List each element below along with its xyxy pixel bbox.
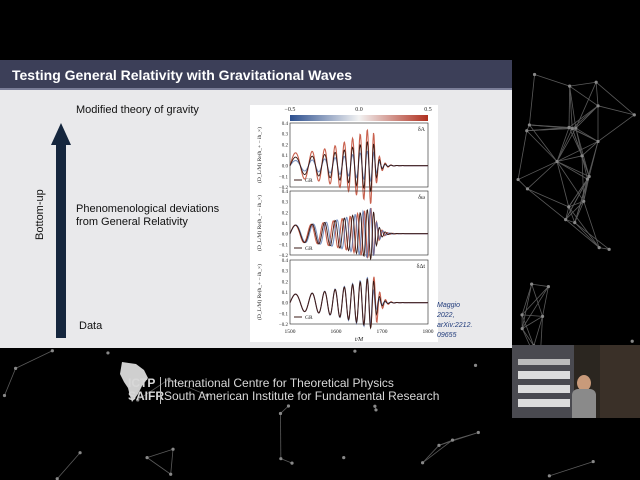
citation-line: 09655 [437,332,457,339]
legend-label: GR [305,315,313,321]
x-tick-label: 1700 [377,329,388,335]
y-axis-label: (D_L/M) Re(h_+ − ih_×) [256,195,263,251]
speaker-camera-feed [512,345,640,418]
y-axis-label: (D_L/M) Re(h_+ − ih_×) [256,127,263,183]
waveform-figure: −0.5 0.0 0.5 0.4 0.3 0.2 0.1 0.0 −0.1 −0.2 (D_L/M)… [250,105,438,343]
y-tick-label: −0.1 [279,312,289,317]
slide-title: Testing General Relativity with Gravitat… [12,67,352,83]
waveform-plot: −0.5 0.0 0.5 0.4 0.3 0.2 0.1 0.0 −0.1 −0.2 (D_L/M)… [256,107,434,343]
y-tick-label: 0.1 [282,154,289,159]
y-axis-label: (D_L/M) Re(h_+ − ih_×) [256,264,263,320]
footer-line1: International Centre for Theoretical Phy… [164,376,394,390]
y-tick-label: −0.1 [279,175,289,180]
y-tick-label: −0.1 [279,243,289,248]
south-america-map-icon [120,362,148,402]
x-tick-label: 1600 [331,329,342,335]
gr-waveform [289,278,428,330]
presentation-slide: Testing General Relativity with Gravitat… [0,60,512,348]
y-tick-label: 0.4 [282,122,289,127]
panel-tag: δω [418,195,425,201]
y-tick-label: 0.1 [282,291,289,296]
y-tick-label: 0.2 [282,143,289,148]
mid-label-line1: Phenomenological deviations [76,203,220,215]
y-tick-label: 0.4 [282,259,289,264]
colorbar-tick-label: −0.5 [285,107,296,113]
y-tick-label: 0.3 [282,201,289,206]
logo-saifr: SAIFR [128,389,164,403]
arrow-shaft [56,145,66,338]
y-tick-label: 0.3 [282,133,289,138]
gr-waveform [289,209,428,261]
colorbar [290,115,428,121]
speaker-body [572,389,596,418]
bottom-up-label: Bottom-up [34,189,46,240]
y-tick-label: 0.0 [282,165,289,170]
top-label: Modified theory of gravity [76,104,199,116]
panel-tag: δA [418,127,426,133]
panel-tag: δΔt [417,264,426,270]
citation-line: 2022, [437,312,455,319]
y-tick-label: 0.2 [282,280,289,285]
citation: Maggio 2022, arXiv:2212. 09655 [437,301,472,341]
y-tick-label: −0.2 [279,186,289,191]
y-tick-label: −0.2 [279,323,289,328]
x-tick-label: 1500 [285,329,296,335]
y-tick-label: 0.3 [282,270,289,275]
citation-line: Maggio [437,302,460,309]
y-tick-label: 0.0 [282,302,289,307]
colorbar-tick-label: 0.0 [355,107,363,113]
panel-frame [289,122,429,188]
arrow-up-icon [51,123,71,145]
y-tick-label: 0.1 [282,222,289,227]
citation-line: arXiv:2212. [437,322,473,329]
modified-waveform-red [289,128,428,204]
legend-label: GR [305,178,313,184]
bottom-label: Data [79,320,103,332]
logo-ictp: ICTP [128,376,156,390]
footer-line2: South American Institute for Fundamental… [164,389,440,403]
speaker-head [577,375,591,391]
mid-label-line2: from General Relativity [76,216,188,228]
y-tick-label: −0.2 [279,254,289,259]
y-tick-label: 0.2 [282,211,289,216]
projected-slide-thumbnail [512,345,574,418]
footer-divider [160,377,161,404]
y-tick-label: 0.4 [282,190,289,195]
slide-title-bar: Testing General Relativity with Gravitat… [0,60,512,90]
panel-frame [289,190,429,256]
y-tick-label: 0.0 [282,233,289,238]
legend-label: GR [305,246,313,252]
panel-frame [289,259,429,325]
x-tick-label: 1800 [423,329,434,335]
x-axis-label: t/M [355,337,364,342]
colorbar-tick-label: 0.5 [424,107,432,113]
gr-waveform [289,141,428,193]
